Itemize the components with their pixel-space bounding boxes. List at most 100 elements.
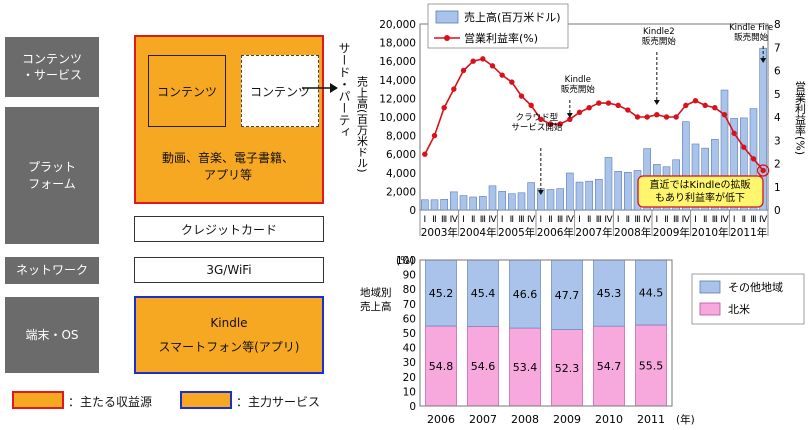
bar-north-america [509, 327, 541, 407]
margin-point [518, 93, 525, 99]
revenue-bar [469, 196, 477, 211]
margin-drop-callout [637, 175, 764, 208]
quarter-tick-label: Ⅰ [501, 215, 504, 225]
legend-label-north-america: 北米 [728, 303, 750, 316]
bar-other-regions [425, 259, 457, 327]
bar-other-regions [551, 259, 583, 330]
bottom-x-tick-label: 2007 [469, 413, 497, 426]
revenue-bar [517, 192, 526, 211]
revenue-bar [614, 171, 622, 211]
north-america-value-label: 54.8 [429, 360, 454, 373]
bottom-y-tick-label: 60 [403, 313, 416, 325]
bottom-y-tick-label: 70 [403, 299, 416, 311]
year-tick-label: 2009年 [653, 226, 690, 239]
layer-device-os: 端末・OS [5, 297, 99, 373]
margin-point [702, 102, 708, 109]
bar-north-america [593, 325, 625, 407]
north-america-value-label: 53.4 [513, 361, 538, 374]
regional-sales-chart: 54.8 45.2 54.6 45.4 53.4 46.6 52.3 47.7 54.7 45.3… [360, 255, 805, 426]
bottom-plot-frame [419, 259, 673, 407]
bottom-y-tick-label: 50 [403, 328, 416, 340]
quarter-tick-label: Ⅲ [712, 215, 718, 225]
top-y2-axis-title: 営業利益率(%) [794, 80, 807, 155]
bar-other-regions [509, 259, 541, 329]
margin-point [509, 79, 515, 85]
quarter-tick-label: Ⅳ [566, 215, 575, 225]
network-label: 3G/WiFi [206, 263, 252, 277]
margin-point [712, 105, 718, 111]
event-annotation-arrowhead [760, 58, 767, 63]
top-y-tick-label: 18,000 [379, 38, 416, 50]
margin-point [625, 107, 631, 113]
quarter-tick-label: Ⅰ [540, 215, 543, 225]
revenue-bar [740, 117, 748, 211]
legend-swatch-revenue-bar [435, 10, 459, 24]
legend-label-revenue: ：主たる収益源 [68, 395, 153, 409]
content-box-own: コンテンツ [148, 55, 226, 127]
year-tick-label: 2010年 [691, 226, 728, 239]
quarter-tick-label: Ⅰ [733, 215, 736, 225]
bottom-y-tick-label: 100 [396, 255, 416, 267]
legend-label-service: ：主力サービス [236, 395, 321, 409]
margin-point [576, 109, 583, 116]
revenue-bar [585, 180, 593, 211]
platform-services-text: 動画、音楽、電子書籍、 アプリ等 [162, 151, 295, 182]
bottom-y-tick-label: 90 [403, 270, 416, 282]
revenue-bar [604, 157, 613, 211]
margin-point [615, 102, 621, 109]
credit-card-box: クレジットカード [134, 216, 324, 242]
bottom-x-tick-label: 2009 [553, 413, 581, 426]
event-annotation: クラウド型サービス開始 [511, 113, 563, 133]
legend-label-other-regions: その他地域 [728, 281, 783, 294]
quarter-tick-label: Ⅲ [518, 215, 524, 225]
margin-point [480, 56, 486, 62]
other-regions-value-label: 45.2 [429, 287, 454, 300]
revenue-bar [479, 196, 487, 211]
top-y-tick-label: 8,000 [386, 131, 416, 143]
year-tick-label: 2005年 [498, 226, 535, 239]
revenue-bar [575, 181, 584, 211]
revenue-bar [730, 118, 738, 211]
margin-point [538, 116, 544, 123]
bottom-y-tick-label: 80 [403, 284, 416, 296]
margin-point [547, 121, 554, 127]
quarter-tick-label: Ⅱ [432, 215, 436, 225]
revenue-bar [459, 195, 468, 211]
quarter-tick-label: Ⅲ [596, 215, 602, 225]
event-annotation-arrowhead [537, 190, 544, 195]
top-y-tick-label: 2,000 [386, 186, 416, 198]
legend-swatch-other-regions [699, 280, 721, 294]
quarter-tick-label: Ⅳ [604, 215, 613, 225]
top-y-tick-label: 0 [409, 205, 416, 217]
margin-point [528, 102, 534, 109]
margin-point [673, 114, 679, 120]
quarter-tick-label: Ⅱ [587, 215, 591, 225]
revenue-bar [527, 182, 535, 211]
top-y-tick-label: 20,000 [379, 19, 416, 31]
top-y2-tick-label: 6 [774, 66, 781, 78]
quarter-tick-label: Ⅲ [441, 215, 447, 225]
revenue-bar [566, 172, 574, 211]
event-annotation: Kindle2 販売開始 [642, 27, 677, 47]
legend-swatch-margin-point [444, 35, 450, 41]
north-america-value-label: 54.6 [471, 360, 496, 373]
bottom-x-unit: (年) [676, 413, 695, 426]
layer-content-service: コンテンツ ・サービス [5, 37, 99, 97]
bottom-y-unit: (%) [396, 255, 414, 267]
margin-point [441, 105, 447, 111]
legend-swatch-revenue [12, 391, 64, 409]
top-y2-tick-label: 0 [774, 205, 781, 217]
quarter-tick-label: Ⅲ [673, 215, 679, 225]
third-party-label: サード・パーティ [337, 42, 351, 138]
north-america-value-label: 54.7 [597, 360, 622, 373]
top-y2-tick-label: 1 [774, 182, 781, 194]
top-y-tick-label: 4,000 [386, 168, 416, 180]
quarter-tick-label: Ⅱ [664, 215, 668, 225]
bottom-x-tick-label: 2006 [427, 413, 455, 426]
revenue-margin-chart: 0 2,000 4,000 6,000 8,000 10,000 12,000 14,000 1… [356, 3, 807, 239]
top-y2-tick-label: 5 [774, 89, 781, 101]
quarter-tick-label: Ⅱ [471, 215, 475, 225]
margin-point [422, 151, 428, 157]
quarter-tick-label: Ⅰ [617, 215, 620, 225]
revenue-bar [720, 89, 729, 211]
